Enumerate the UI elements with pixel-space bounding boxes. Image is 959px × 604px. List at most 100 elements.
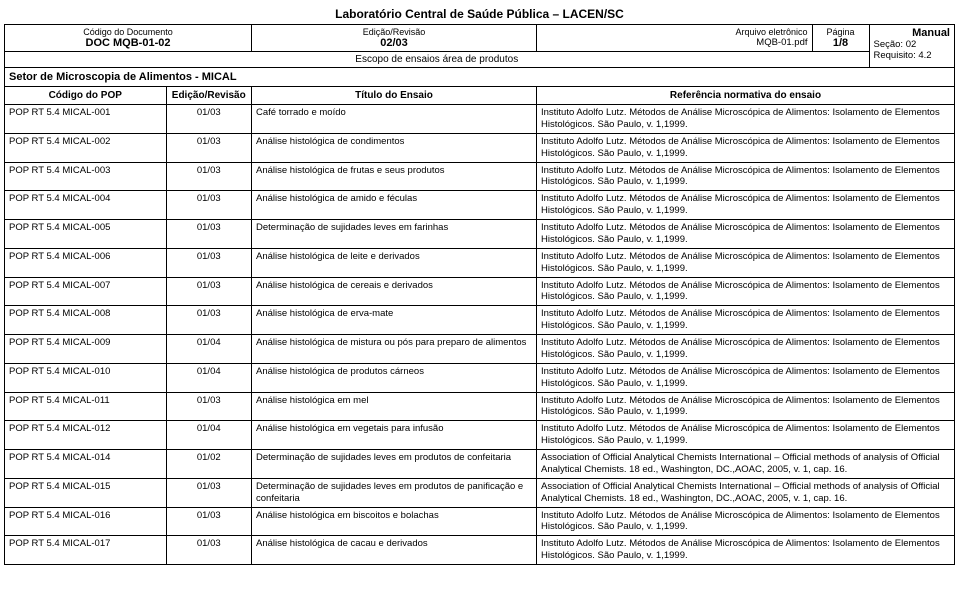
cell-ref: Instituto Adolfo Lutz. Métodos de Anális… bbox=[537, 133, 955, 162]
cell-code: POP RT 5.4 MICAL-004 bbox=[5, 191, 167, 220]
cell-edition: 01/04 bbox=[166, 335, 252, 364]
scope-row: Escopo de ensaios área de produtos bbox=[5, 52, 955, 68]
col-title: Título do Ensaio bbox=[252, 87, 537, 105]
cell-code: POP RT 5.4 MICAL-005 bbox=[5, 220, 167, 249]
sector-text: Setor de Microscopia de Alimentos - MICA… bbox=[5, 68, 955, 87]
cell-ref: Instituto Adolfo Lutz. Métodos de Anális… bbox=[537, 363, 955, 392]
col-code: Código do POP bbox=[5, 87, 167, 105]
cell-title: Análise histológica de cacau e derivados bbox=[252, 536, 537, 565]
table-row: POP RT 5.4 MICAL-01201/04Análise histoló… bbox=[5, 421, 955, 450]
cell-title: Análise histológica em mel bbox=[252, 392, 537, 421]
page-value: 1/8 bbox=[817, 37, 865, 49]
file-label: Arquivo eletrônico bbox=[541, 27, 808, 37]
cell-ref: Instituto Adolfo Lutz. Métodos de Anális… bbox=[537, 507, 955, 536]
cell-edition: 01/03 bbox=[166, 507, 252, 536]
cell-code: POP RT 5.4 MICAL-015 bbox=[5, 478, 167, 507]
table-row: POP RT 5.4 MICAL-01701/03Análise histoló… bbox=[5, 536, 955, 565]
manual-req: Requisito: 4.2 bbox=[874, 50, 951, 61]
col-edition: Edição/Revisão bbox=[166, 87, 252, 105]
scope-text: Escopo de ensaios área de produtos bbox=[5, 52, 870, 68]
cell-code: POP RT 5.4 MICAL-006 bbox=[5, 248, 167, 277]
cell-edition: 01/03 bbox=[166, 248, 252, 277]
table-row: POP RT 5.4 MICAL-00701/03Análise histoló… bbox=[5, 277, 955, 306]
table-row: POP RT 5.4 MICAL-00601/03Análise histoló… bbox=[5, 248, 955, 277]
cell-code: POP RT 5.4 MICAL-009 bbox=[5, 335, 167, 364]
manual-cell: Manual Seção: 02 Requisito: 4.2 bbox=[869, 25, 955, 68]
cell-edition: 01/03 bbox=[166, 306, 252, 335]
doc-code-label: Código do Documento bbox=[9, 27, 247, 37]
cell-title: Análise histológica de mistura ou pós pa… bbox=[252, 335, 537, 364]
edition-cell: Edição/Revisão 02/03 bbox=[252, 25, 537, 52]
cell-code: POP RT 5.4 MICAL-003 bbox=[5, 162, 167, 191]
cell-code: POP RT 5.4 MICAL-014 bbox=[5, 450, 167, 479]
cell-edition: 01/03 bbox=[166, 277, 252, 306]
cell-code: POP RT 5.4 MICAL-016 bbox=[5, 507, 167, 536]
cell-ref: Instituto Adolfo Lutz. Métodos de Anális… bbox=[537, 306, 955, 335]
cell-title: Determinação de sujidades leves em produ… bbox=[252, 478, 537, 507]
cell-title: Análise histológica de condimentos bbox=[252, 133, 537, 162]
cell-ref: Instituto Adolfo Lutz. Métodos de Anális… bbox=[537, 220, 955, 249]
cell-title: Análise histológica de erva-mate bbox=[252, 306, 537, 335]
table-row: POP RT 5.4 MICAL-00301/03Análise histoló… bbox=[5, 162, 955, 191]
cell-code: POP RT 5.4 MICAL-002 bbox=[5, 133, 167, 162]
cell-title: Análise histológica em vegetais para inf… bbox=[252, 421, 537, 450]
edition-value: 02/03 bbox=[256, 37, 532, 49]
file-value: MQB-01.pdf bbox=[541, 37, 808, 48]
cell-edition: 01/03 bbox=[166, 536, 252, 565]
edition-label: Edição/Revisão bbox=[256, 27, 532, 37]
doc-table: Código do Documento DOC MQB-01-02 Edição… bbox=[4, 24, 955, 565]
cell-edition: 01/03 bbox=[166, 478, 252, 507]
table-row: POP RT 5.4 MICAL-01601/03Análise histoló… bbox=[5, 507, 955, 536]
cell-code: POP RT 5.4 MICAL-017 bbox=[5, 536, 167, 565]
table-row: POP RT 5.4 MICAL-01001/04Análise histoló… bbox=[5, 363, 955, 392]
cell-ref: Instituto Adolfo Lutz. Métodos de Anális… bbox=[537, 277, 955, 306]
manual-section: Seção: 02 bbox=[874, 39, 951, 50]
cell-title: Análise histológica de amido e féculas bbox=[252, 191, 537, 220]
header-row: Código do Documento DOC MQB-01-02 Edição… bbox=[5, 25, 955, 52]
table-row: POP RT 5.4 MICAL-00201/03Análise histoló… bbox=[5, 133, 955, 162]
table-row: POP RT 5.4 MICAL-00901/04Análise histoló… bbox=[5, 335, 955, 364]
cell-ref: Instituto Adolfo Lutz. Métodos de Anális… bbox=[537, 191, 955, 220]
table-row: POP RT 5.4 MICAL-00101/03Café torrado e … bbox=[5, 105, 955, 134]
column-headers: Código do POP Edição/Revisão Título do E… bbox=[5, 87, 955, 105]
cell-ref: Instituto Adolfo Lutz. Métodos de Anális… bbox=[537, 421, 955, 450]
cell-edition: 01/04 bbox=[166, 421, 252, 450]
cell-title: Determinação de sujidades leves em farin… bbox=[252, 220, 537, 249]
cell-edition: 01/04 bbox=[166, 363, 252, 392]
cell-edition: 01/02 bbox=[166, 450, 252, 479]
cell-code: POP RT 5.4 MICAL-012 bbox=[5, 421, 167, 450]
cell-code: POP RT 5.4 MICAL-001 bbox=[5, 105, 167, 134]
cell-title: Análise histológica em biscoitos e bolac… bbox=[252, 507, 537, 536]
cell-ref: Instituto Adolfo Lutz. Métodos de Anális… bbox=[537, 335, 955, 364]
lab-title: Laboratório Central de Saúde Pública – L… bbox=[4, 4, 955, 24]
cell-edition: 01/03 bbox=[166, 105, 252, 134]
cell-ref: Instituto Adolfo Lutz. Métodos de Anális… bbox=[537, 392, 955, 421]
table-row: POP RT 5.4 MICAL-01501/03Determinação de… bbox=[5, 478, 955, 507]
table-row: POP RT 5.4 MICAL-00801/03Análise histoló… bbox=[5, 306, 955, 335]
cell-edition: 01/03 bbox=[166, 220, 252, 249]
cell-code: POP RT 5.4 MICAL-008 bbox=[5, 306, 167, 335]
cell-edition: 01/03 bbox=[166, 392, 252, 421]
cell-title: Determinação de sujidades leves em produ… bbox=[252, 450, 537, 479]
col-ref: Referência normativa do ensaio bbox=[537, 87, 955, 105]
cell-title: Análise histológica de produtos cárneos bbox=[252, 363, 537, 392]
manual-title: Manual bbox=[874, 27, 951, 39]
cell-ref: Instituto Adolfo Lutz. Métodos de Anális… bbox=[537, 248, 955, 277]
cell-ref: Instituto Adolfo Lutz. Métodos de Anális… bbox=[537, 105, 955, 134]
table-row: POP RT 5.4 MICAL-01401/02Determinação de… bbox=[5, 450, 955, 479]
cell-ref: Instituto Adolfo Lutz. Métodos de Anális… bbox=[537, 536, 955, 565]
cell-title: Análise histológica de leite e derivados bbox=[252, 248, 537, 277]
cell-edition: 01/03 bbox=[166, 162, 252, 191]
table-row: POP RT 5.4 MICAL-01101/03Análise histoló… bbox=[5, 392, 955, 421]
cell-title: Análise histológica de cereais e derivad… bbox=[252, 277, 537, 306]
table-row: POP RT 5.4 MICAL-00401/03Análise histoló… bbox=[5, 191, 955, 220]
cell-title: Café torrado e moído bbox=[252, 105, 537, 134]
cell-ref: Association of Official Analytical Chemi… bbox=[537, 450, 955, 479]
table-row: POP RT 5.4 MICAL-00501/03Determinação de… bbox=[5, 220, 955, 249]
cell-code: POP RT 5.4 MICAL-010 bbox=[5, 363, 167, 392]
cell-ref: Association of Official Analytical Chemi… bbox=[537, 478, 955, 507]
cell-code: POP RT 5.4 MICAL-007 bbox=[5, 277, 167, 306]
page-cell: Página 1/8 bbox=[812, 25, 869, 52]
doc-code: DOC MQB-01-02 bbox=[9, 37, 247, 49]
cell-edition: 01/03 bbox=[166, 133, 252, 162]
